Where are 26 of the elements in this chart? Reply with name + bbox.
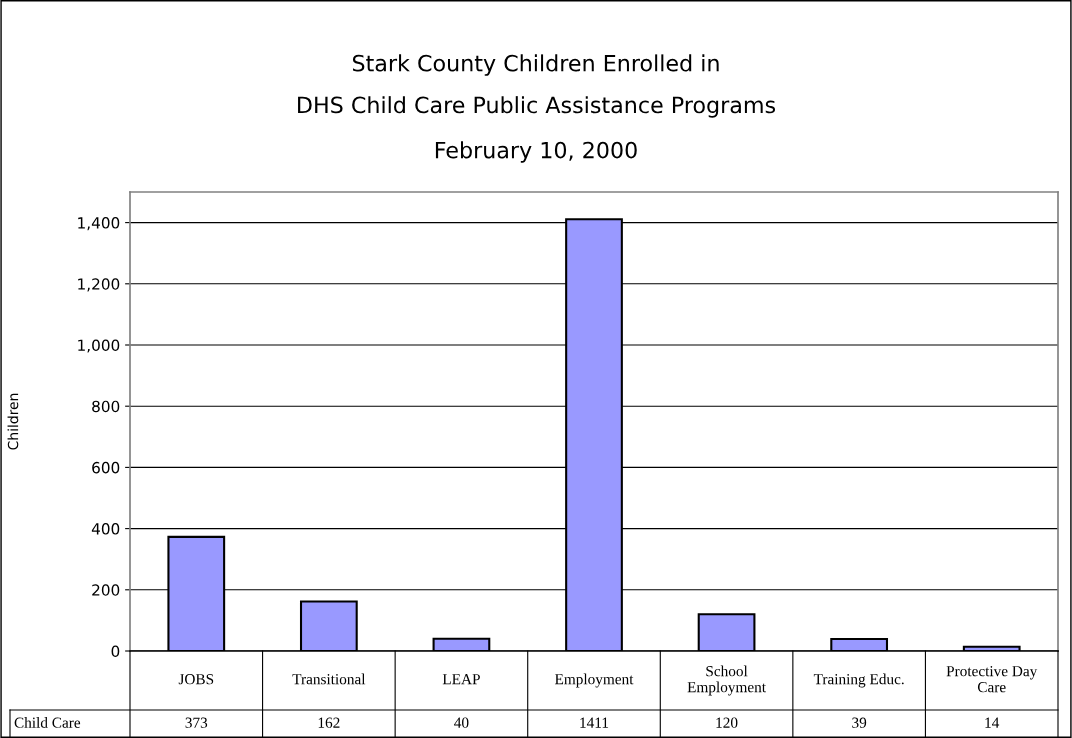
x-tick-label: School Employment — [687, 665, 766, 696]
x-tick-label: JOBS — [178, 674, 214, 685]
data-label: 162 — [318, 717, 340, 728]
y-tick-label: 600 — [92, 461, 120, 474]
data-label: 120 — [716, 717, 738, 728]
data-label: 39 — [852, 717, 867, 728]
y-tick-label: 800 — [92, 400, 120, 413]
x-tick-label: Employment — [554, 673, 634, 688]
data-label: 14 — [985, 717, 1000, 728]
x-tick-label: Training Educ. — [813, 673, 904, 688]
y-axis-title: Children — [7, 393, 19, 450]
y-tick-label: 400 — [91, 523, 120, 535]
x-tick-label: Transitional — [292, 673, 366, 685]
y-tick-label: 1,200 — [78, 278, 120, 292]
x-tick-label: LEAP — [442, 674, 480, 685]
x-tick-label: Protective Day Care — [946, 666, 1038, 693]
legend-label: Child Care — [14, 717, 81, 728]
y-tick-label: 0 — [111, 645, 120, 658]
data-label: 373 — [185, 717, 208, 728]
data-label: 1411 — [580, 717, 609, 728]
data-label: 40 — [454, 717, 469, 728]
y-tick-label: 1,000 — [78, 339, 120, 353]
chart-subtitle: February 10, 2000 — [435, 141, 637, 163]
y-tick-label: 1,400 — [78, 217, 120, 231]
chart-title: Stark County Children Enrolled in DHS Child Care Public Assistance Programs — [298, 54, 776, 118]
y-tick-label: 200 — [92, 584, 120, 596]
